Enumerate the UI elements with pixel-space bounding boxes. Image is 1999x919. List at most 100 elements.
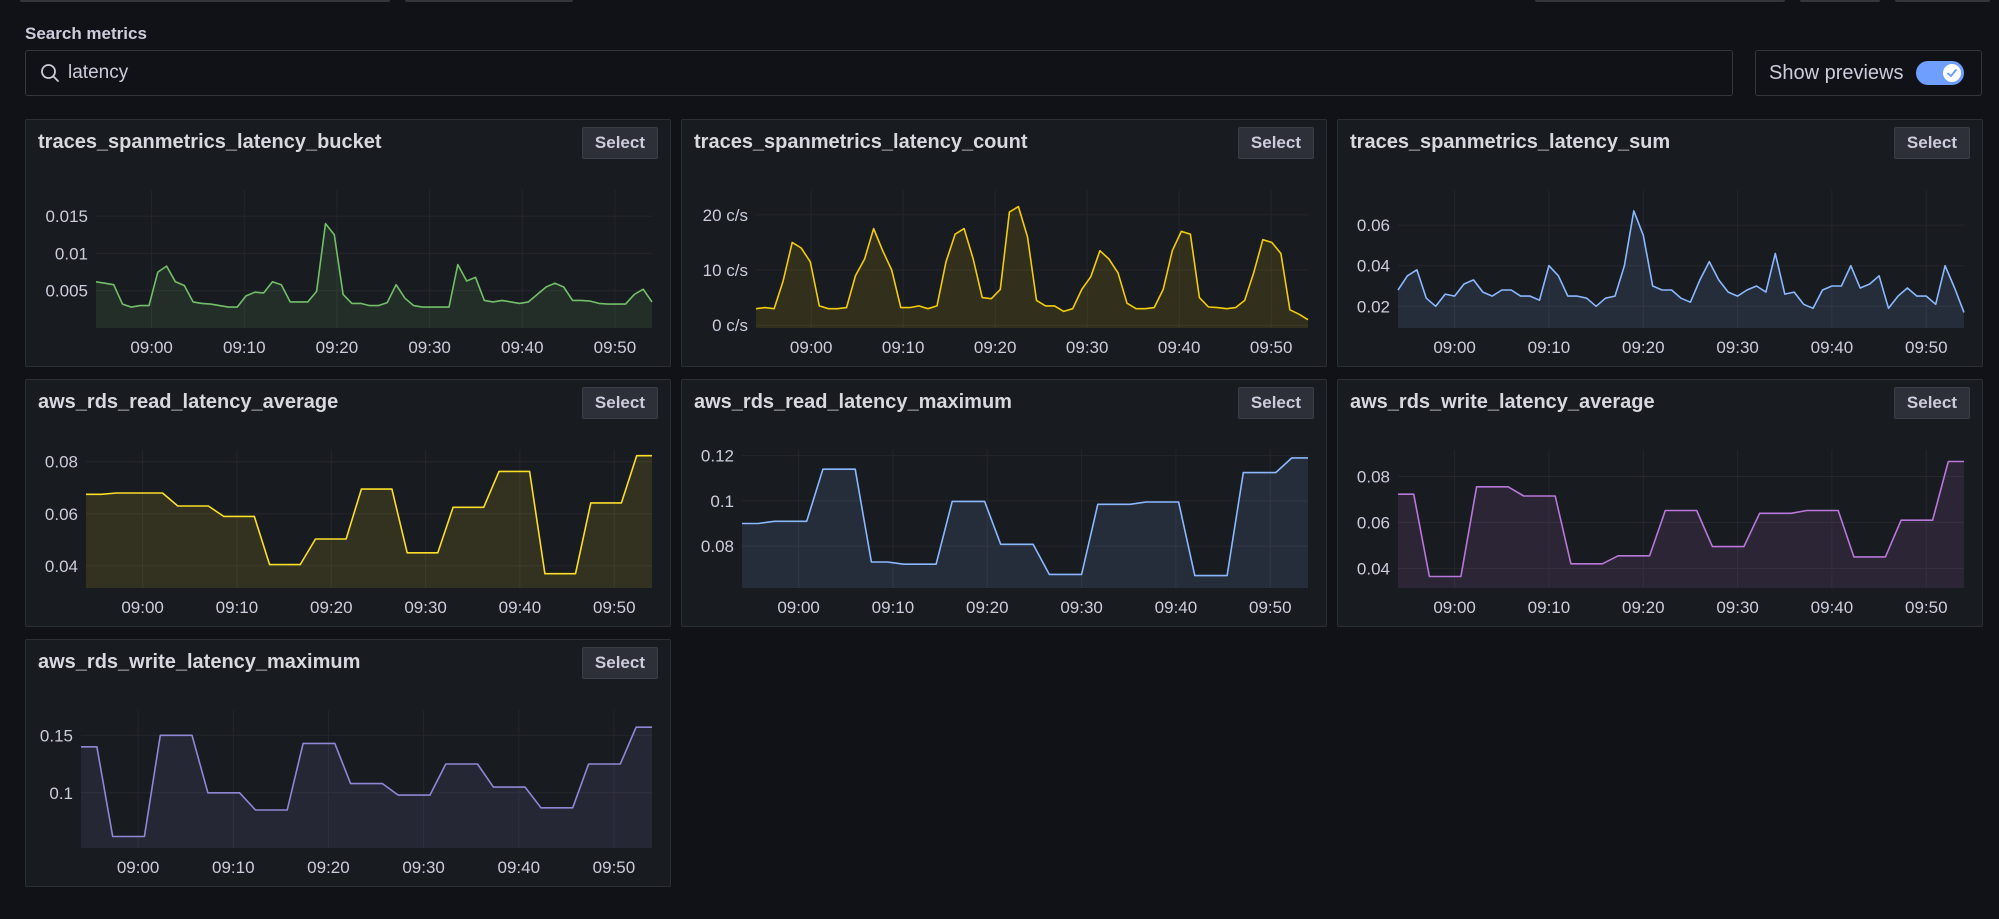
x-tick-label: 09:40 bbox=[1811, 598, 1854, 617]
metric-card: 20 c/s 10 c/s 0 c/s 09:00 09:10 09:20 09:30 09:… bbox=[681, 119, 1327, 367]
x-tick-label: 09:30 bbox=[404, 598, 447, 617]
search-label: Search metrics bbox=[25, 24, 147, 43]
metric-card: 0.06 0.04 0.02 09:00 09:10 09:20 09:30 09:40 09:… bbox=[1337, 119, 1983, 367]
x-tick-label: 09:10 bbox=[1528, 338, 1571, 357]
x-tick-label: 09:30 bbox=[1716, 598, 1759, 617]
x-tick-label: 09:40 bbox=[497, 858, 540, 877]
x-tick-label: 09:40 bbox=[1155, 598, 1198, 617]
x-tick-label: 09:20 bbox=[966, 598, 1009, 617]
x-tick-label: 09:00 bbox=[1433, 338, 1476, 357]
y-tick-label: 20 c/s bbox=[703, 206, 748, 225]
y-tick-label: 0.015 bbox=[45, 207, 88, 226]
x-tick-label: 09:50 bbox=[1249, 598, 1292, 617]
x-tick-label: 09:20 bbox=[316, 338, 359, 357]
y-tick-label: 0.12 bbox=[701, 447, 734, 466]
metric-name: aws_rds_read_latency_maximum bbox=[694, 391, 1012, 413]
metric-preview-chart: 0.08 0.06 0.04 09:00 09:10 09:20 09:30 09:40 09:… bbox=[45, 450, 652, 617]
y-tick-label: 0.1 bbox=[49, 784, 73, 803]
y-tick-label: 0.005 bbox=[45, 282, 88, 301]
x-tick-label: 09:30 bbox=[1060, 598, 1103, 617]
y-tick-label: 0 c/s bbox=[712, 316, 748, 335]
series-area bbox=[1398, 461, 1964, 588]
x-tick-label: 09:40 bbox=[501, 338, 544, 357]
select-button[interactable]: Select bbox=[1237, 387, 1314, 419]
x-tick-label: 09:50 bbox=[593, 598, 636, 617]
y-tick-label: 0.06 bbox=[45, 505, 78, 524]
metric-card: 0.08 0.06 0.04 09:00 09:10 09:20 09:30 09:40 09:… bbox=[25, 379, 671, 627]
select-button[interactable]: Select bbox=[1893, 127, 1970, 159]
x-tick-label: 09:30 bbox=[1066, 338, 1109, 357]
series-area bbox=[96, 223, 652, 328]
search-field[interactable] bbox=[25, 50, 1733, 96]
x-tick-label: 09:00 bbox=[121, 598, 164, 617]
y-tick-label: 0.04 bbox=[1357, 257, 1390, 276]
x-tick-label: 09:30 bbox=[408, 338, 451, 357]
check-icon bbox=[1946, 69, 1957, 77]
metric-preview-chart: 20 c/s 10 c/s 0 c/s 09:00 09:10 09:20 09:30 09:… bbox=[703, 190, 1309, 357]
metric-name: traces_spanmetrics_latency_sum bbox=[1350, 131, 1671, 153]
y-tick-label: 0.02 bbox=[1357, 297, 1390, 316]
x-tick-label: 09:10 bbox=[882, 338, 925, 357]
metric-preview-chart: 0.12 0.1 0.08 09:00 09:10 09:20 09:30 09:40 09:5… bbox=[701, 447, 1308, 617]
previews-switch[interactable] bbox=[1915, 61, 1964, 85]
y-tick-label: 0.04 bbox=[45, 557, 78, 576]
x-tick-label: 09:50 bbox=[594, 338, 637, 357]
select-button[interactable]: Select bbox=[1893, 387, 1970, 419]
y-tick-label: 0.08 bbox=[701, 537, 734, 556]
x-tick-label: 09:00 bbox=[790, 338, 833, 357]
series-line bbox=[755, 205, 1309, 321]
x-tick-label: 09:50 bbox=[1905, 598, 1948, 617]
show-previews-toggle[interactable]: Show previews bbox=[1755, 50, 1982, 96]
y-tick-label: 0.08 bbox=[1357, 467, 1390, 486]
select-button[interactable]: Select bbox=[581, 127, 658, 159]
series-area bbox=[86, 455, 652, 588]
switch-knob bbox=[1942, 64, 1961, 82]
y-tick-label: 0.1 bbox=[710, 492, 734, 511]
series-line bbox=[95, 222, 653, 308]
x-tick-label: 09:00 bbox=[1433, 598, 1476, 617]
y-tick-label: 0.04 bbox=[1357, 559, 1390, 578]
metric-card: 0.12 0.1 0.08 09:00 09:10 09:20 09:30 09:40 09:5… bbox=[681, 379, 1327, 627]
y-tick-label: 0.06 bbox=[1357, 513, 1390, 532]
metric-name: aws_rds_write_latency_maximum bbox=[38, 651, 361, 673]
x-tick-label: 09:40 bbox=[1811, 338, 1854, 357]
x-tick-label: 09:10 bbox=[216, 598, 259, 617]
x-tick-label: 09:10 bbox=[1528, 598, 1571, 617]
search-input[interactable] bbox=[68, 62, 1668, 84]
y-tick-label: 0.01 bbox=[55, 244, 88, 263]
metric-name: traces_spanmetrics_latency_bucket bbox=[38, 131, 382, 153]
x-tick-label: 09:20 bbox=[310, 598, 353, 617]
metric-name: aws_rds_read_latency_average bbox=[38, 391, 339, 413]
x-tick-label: 09:50 bbox=[593, 858, 636, 877]
metric-preview-chart: 0.15 0.1 09:00 09:10 09:20 09:30 09:40 09:50 bbox=[40, 710, 652, 877]
y-tick-label: 10 c/s bbox=[703, 261, 748, 280]
metric-preview-chart: 0.06 0.04 0.02 09:00 09:10 09:20 09:30 09:40 09:… bbox=[1357, 190, 1965, 357]
series-area bbox=[1398, 210, 1964, 328]
top-toolbar-edge bbox=[0, 0, 1999, 2]
x-tick-label: 09:00 bbox=[130, 338, 173, 357]
x-tick-label: 09:10 bbox=[872, 598, 915, 617]
series-line bbox=[86, 454, 652, 575]
x-tick-label: 09:10 bbox=[223, 338, 266, 357]
x-tick-label: 09:10 bbox=[212, 858, 255, 877]
x-tick-label: 09:50 bbox=[1905, 338, 1948, 357]
series-area bbox=[742, 457, 1308, 588]
select-button[interactable]: Select bbox=[1237, 127, 1314, 159]
metric-preview-chart: 0.015 0.01 0.005 09:00 09:10 09:20 09:30 09:40 0… bbox=[45, 190, 653, 357]
series-line bbox=[81, 726, 652, 838]
metric-card: 0.08 0.06 0.04 09:00 09:10 09:20 09:30 09:40 09:… bbox=[1337, 379, 1983, 627]
metric-preview-chart: 0.08 0.06 0.04 09:00 09:10 09:20 09:30 09:40 09:… bbox=[1357, 450, 1964, 617]
series-area bbox=[756, 206, 1308, 328]
series-line bbox=[1398, 460, 1964, 578]
series-line bbox=[742, 457, 1308, 577]
x-tick-label: 09:40 bbox=[1158, 338, 1201, 357]
select-button[interactable]: Select bbox=[581, 647, 658, 679]
x-tick-label: 09:30 bbox=[1716, 338, 1759, 357]
metric-name: aws_rds_write_latency_average bbox=[1350, 391, 1655, 413]
series-line bbox=[1397, 210, 1965, 313]
metric-card: 0.15 0.1 09:00 09:10 09:20 09:30 09:40 09:50 aws… bbox=[25, 639, 671, 887]
y-tick-label: 0.08 bbox=[45, 453, 78, 472]
select-button[interactable]: Select bbox=[581, 387, 658, 419]
x-tick-label: 09:00 bbox=[777, 598, 820, 617]
y-tick-label: 0.15 bbox=[40, 726, 73, 745]
